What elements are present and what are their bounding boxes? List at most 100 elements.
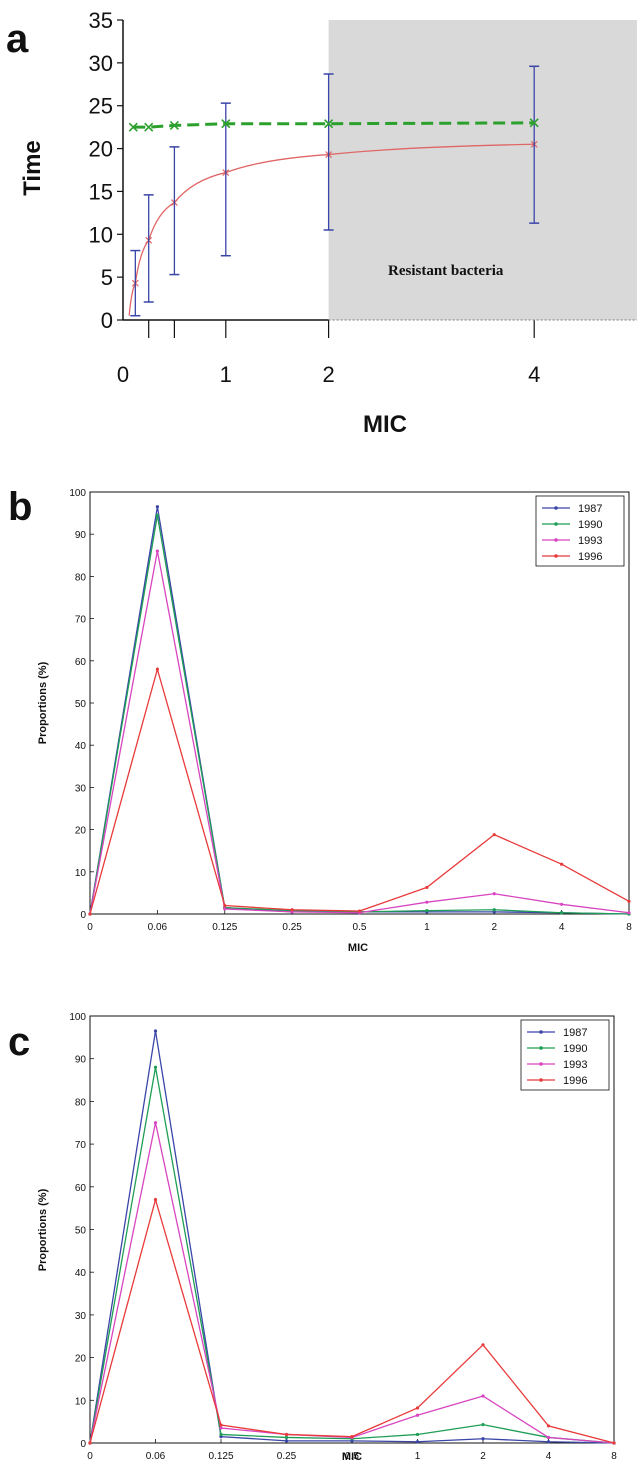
- series-point-1996: [219, 1423, 223, 1427]
- series-point-1990: [425, 909, 429, 913]
- chart-b-legend: 1987 1990 1993 1996: [535, 495, 625, 567]
- x-tick-label: 0.125: [208, 1451, 233, 1462]
- y-tick-label: 80: [75, 1097, 87, 1108]
- x-tick-label: 2: [322, 362, 334, 387]
- series-point-green: [128, 122, 138, 132]
- series-point-1996: [481, 1343, 485, 1347]
- series-point-1987: [546, 1440, 551, 1444]
- y-tick-label: 100: [69, 1012, 86, 1023]
- series-point-green: [144, 122, 154, 132]
- x-tick-label: 1: [220, 362, 232, 387]
- series-point-1987: [284, 1439, 289, 1443]
- legend-marker-1987: [539, 1030, 543, 1034]
- chart-b-ylabel: Proportions (%): [37, 661, 49, 744]
- y-tick-label: 90: [75, 530, 87, 541]
- legend-marker-1996: [539, 1078, 543, 1082]
- chart-b-marks: [88, 505, 631, 916]
- y-tick-label: 40: [75, 741, 87, 752]
- y-tick-label: 80: [75, 572, 87, 583]
- chart-panel-c: 0 10 20 30 40 50 60 70 80 90 100 0 0.06 0.125 0.25 0.5 1…: [37, 1012, 617, 1463]
- series-point-1990: [153, 1065, 158, 1069]
- y-tick-label: 70: [75, 1140, 87, 1151]
- y-tick-label: 40: [75, 1268, 87, 1279]
- chart-b-ticks: 0 10 20 30 40 50 60 70 80 90 100 0 0.06 0.125 0.25 0.5 1…: [69, 488, 632, 933]
- y-tick-label: 30: [75, 1311, 87, 1322]
- series-line-1990: [89, 1067, 615, 1444]
- series-point-1993: [153, 1121, 158, 1125]
- y-tick-label: 50: [75, 699, 87, 710]
- legend-marker-1996: [554, 554, 558, 558]
- x-tick-label: 0.5: [345, 1451, 359, 1462]
- series-line-1993: [89, 1122, 615, 1444]
- y-tick-label: 20: [75, 1354, 87, 1365]
- series-line-1996: [89, 666, 630, 915]
- legend-label-1990: 1990: [578, 519, 602, 531]
- series-point-1996: [492, 833, 496, 837]
- series-point-green: [324, 119, 334, 129]
- legend-label-1996: 1996: [563, 1075, 587, 1087]
- x-tick-label: 0.06: [148, 922, 168, 933]
- series-point-1993: [155, 549, 159, 553]
- x-tick-label: 4: [546, 1451, 552, 1462]
- series-point-1996: [284, 1432, 289, 1437]
- series-point-1996: [350, 1434, 354, 1439]
- series-point-1990: [155, 513, 159, 517]
- x-tick-label: 4: [528, 362, 540, 387]
- series-point-1993: [492, 892, 496, 896]
- panel-letter-b: b: [8, 485, 32, 529]
- series-point-1987: [155, 505, 159, 509]
- series-point-1996: [612, 1441, 616, 1445]
- series-point-1996: [425, 885, 429, 890]
- series-point-1990: [492, 908, 496, 912]
- panel-letter-c: c: [8, 1020, 30, 1064]
- y-tick-label: 10: [89, 222, 113, 247]
- x-tick-label: 4: [559, 922, 565, 933]
- series-point-1996: [560, 862, 564, 866]
- y-tick-label: 20: [75, 826, 87, 837]
- series-point-1996: [357, 909, 362, 913]
- chart-panel-b: 0 10 20 30 40 50 60 70 80 90 100 0 0.06 0.125 0.25 0.5 1…: [37, 488, 632, 954]
- x-tick-label: 8: [626, 922, 632, 933]
- chart-a-ylabel: Time: [19, 140, 46, 196]
- x-tick-label: 0.5: [353, 922, 367, 933]
- x-tick-label: 8: [611, 1451, 617, 1462]
- y-tick-label: 0: [80, 910, 86, 921]
- x-tick-label: 0: [117, 362, 129, 387]
- series-point-1993: [223, 907, 227, 911]
- series-point-1996: [88, 912, 92, 916]
- series-point-green: [529, 118, 539, 128]
- series-point-1996: [155, 667, 159, 671]
- x-tick-label: 0.06: [146, 1451, 166, 1462]
- series-point-1993: [627, 911, 631, 915]
- y-tick-label: 100: [69, 488, 86, 499]
- chart-a-marks: [128, 65, 637, 321]
- legend-marker-1987: [554, 506, 558, 510]
- chart-c-legend: 1987 1990 1993 1996: [520, 1019, 610, 1091]
- y-tick-label: 25: [89, 94, 113, 119]
- chart-c-ticks: 0 10 20 30 40 50 60 70 80 90 100 0 0.06 0.125 0.25 0.5 1…: [69, 1012, 617, 1462]
- x-tick-label: 2: [491, 922, 497, 933]
- chart-c-ylabel: Proportions (%): [37, 1188, 49, 1271]
- y-tick-label: 60: [75, 657, 87, 668]
- series-point-1990: [284, 1435, 289, 1440]
- legend-marker-1990: [539, 1046, 543, 1050]
- series-line-1993: [89, 550, 630, 915]
- series-point-1993: [560, 902, 564, 906]
- series-point-1993: [425, 900, 429, 904]
- legend-label-1987: 1987: [563, 1027, 587, 1039]
- series-point-1993: [415, 1413, 420, 1417]
- x-tick-label: 0.25: [277, 1451, 297, 1462]
- resistant-bacteria-label: Resistant bacteria: [388, 263, 504, 279]
- series-line-1987: [89, 506, 630, 915]
- chart-c-marks: [88, 1029, 616, 1445]
- series-point-1987: [481, 1437, 485, 1441]
- series-point-1990: [219, 1432, 223, 1437]
- chart-a-xlabel: MIC: [363, 411, 407, 438]
- legend-label-1987: 1987: [578, 503, 602, 515]
- series-point-1990: [560, 911, 564, 915]
- series-point-green: [169, 120, 179, 130]
- series-point-1996: [627, 899, 631, 903]
- series-point-1996: [290, 908, 294, 912]
- series-point-1996: [88, 1441, 92, 1445]
- x-tick-label: 1: [424, 922, 430, 933]
